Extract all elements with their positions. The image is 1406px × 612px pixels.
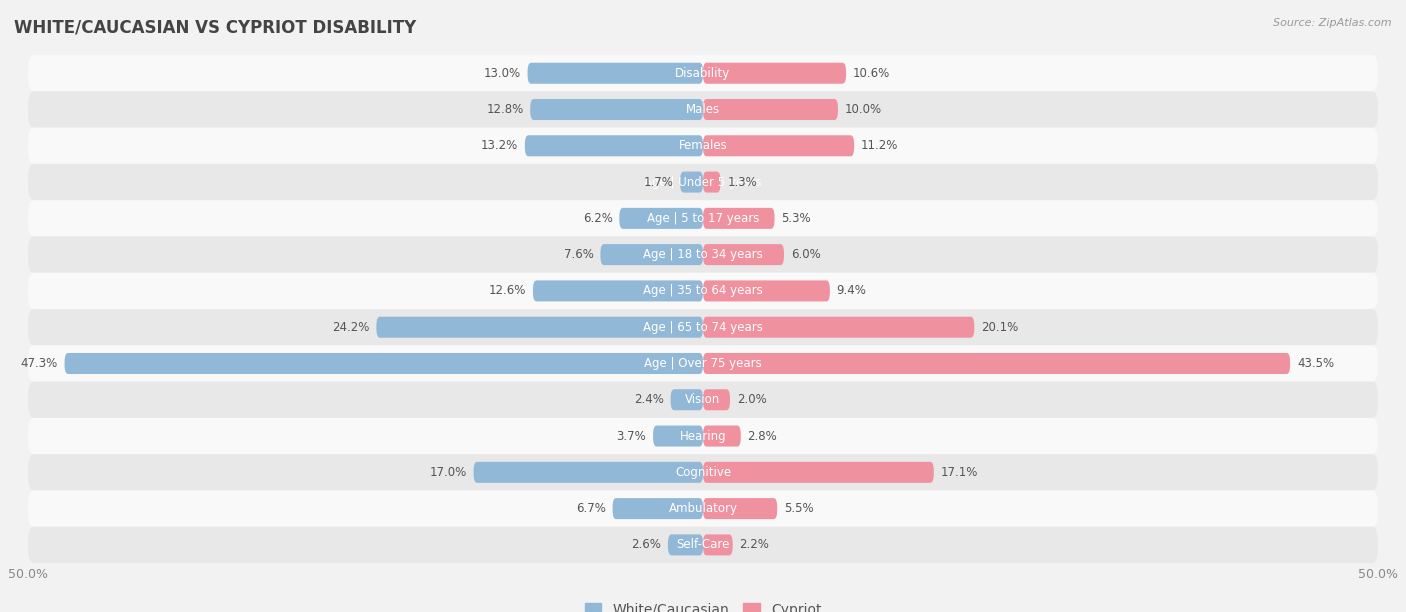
Text: Males: Males [686,103,720,116]
FancyBboxPatch shape [28,91,1378,128]
FancyBboxPatch shape [703,208,775,229]
Text: 24.2%: 24.2% [332,321,370,334]
Text: 6.0%: 6.0% [790,248,821,261]
Text: 2.0%: 2.0% [737,394,766,406]
FancyBboxPatch shape [703,534,733,556]
Text: 1.3%: 1.3% [727,176,756,188]
Text: 7.6%: 7.6% [564,248,593,261]
FancyBboxPatch shape [65,353,703,374]
FancyBboxPatch shape [703,425,741,447]
FancyBboxPatch shape [28,527,1378,563]
Text: Age | Under 5 years: Age | Under 5 years [644,176,762,188]
FancyBboxPatch shape [530,99,703,120]
FancyBboxPatch shape [613,498,703,519]
FancyBboxPatch shape [474,462,703,483]
Text: 13.0%: 13.0% [484,67,520,80]
Text: 6.7%: 6.7% [576,502,606,515]
FancyBboxPatch shape [28,454,1378,490]
Text: Females: Females [679,140,727,152]
Legend: White/Caucasian, Cypriot: White/Caucasian, Cypriot [579,597,827,612]
Text: Age | 35 to 64 years: Age | 35 to 64 years [643,285,763,297]
Text: Ambulatory: Ambulatory [668,502,738,515]
Text: 11.2%: 11.2% [860,140,898,152]
FancyBboxPatch shape [28,273,1378,309]
FancyBboxPatch shape [703,316,974,338]
Text: 2.8%: 2.8% [748,430,778,442]
FancyBboxPatch shape [619,208,703,229]
FancyBboxPatch shape [28,128,1378,164]
FancyBboxPatch shape [28,236,1378,273]
Text: 17.0%: 17.0% [430,466,467,479]
Text: 6.2%: 6.2% [582,212,613,225]
FancyBboxPatch shape [703,353,1291,374]
Text: 5.5%: 5.5% [785,502,814,515]
FancyBboxPatch shape [527,62,703,84]
Text: 2.4%: 2.4% [634,394,664,406]
FancyBboxPatch shape [377,316,703,338]
Text: 10.0%: 10.0% [845,103,882,116]
FancyBboxPatch shape [28,345,1378,382]
Text: 1.7%: 1.7% [644,176,673,188]
Text: Age | Over 75 years: Age | Over 75 years [644,357,762,370]
Text: Hearing: Hearing [679,430,727,442]
FancyBboxPatch shape [28,55,1378,91]
FancyBboxPatch shape [28,309,1378,345]
FancyBboxPatch shape [28,382,1378,418]
Text: Cognitive: Cognitive [675,466,731,479]
Text: 20.1%: 20.1% [981,321,1018,334]
FancyBboxPatch shape [703,462,934,483]
FancyBboxPatch shape [703,280,830,302]
FancyBboxPatch shape [28,164,1378,200]
Text: Age | 65 to 74 years: Age | 65 to 74 years [643,321,763,334]
FancyBboxPatch shape [524,135,703,156]
Text: Age | 5 to 17 years: Age | 5 to 17 years [647,212,759,225]
Text: Source: ZipAtlas.com: Source: ZipAtlas.com [1274,18,1392,28]
FancyBboxPatch shape [28,200,1378,236]
FancyBboxPatch shape [28,490,1378,527]
Text: 12.8%: 12.8% [486,103,523,116]
FancyBboxPatch shape [600,244,703,265]
Text: 5.3%: 5.3% [782,212,811,225]
FancyBboxPatch shape [28,418,1378,454]
Text: 43.5%: 43.5% [1296,357,1334,370]
Text: 13.2%: 13.2% [481,140,517,152]
FancyBboxPatch shape [703,135,855,156]
FancyBboxPatch shape [703,498,778,519]
Text: 17.1%: 17.1% [941,466,979,479]
FancyBboxPatch shape [703,171,720,193]
Text: Self-Care: Self-Care [676,539,730,551]
Text: 3.7%: 3.7% [617,430,647,442]
FancyBboxPatch shape [703,99,838,120]
FancyBboxPatch shape [681,171,703,193]
Text: Disability: Disability [675,67,731,80]
Text: WHITE/CAUCASIAN VS CYPRIOT DISABILITY: WHITE/CAUCASIAN VS CYPRIOT DISABILITY [14,18,416,36]
Text: 12.6%: 12.6% [489,285,526,297]
Text: Age | 18 to 34 years: Age | 18 to 34 years [643,248,763,261]
FancyBboxPatch shape [703,62,846,84]
Text: 2.2%: 2.2% [740,539,769,551]
Text: Vision: Vision [685,394,721,406]
Text: 10.6%: 10.6% [853,67,890,80]
FancyBboxPatch shape [703,244,785,265]
FancyBboxPatch shape [652,425,703,447]
Text: 9.4%: 9.4% [837,285,866,297]
FancyBboxPatch shape [533,280,703,302]
Text: 2.6%: 2.6% [631,539,661,551]
FancyBboxPatch shape [668,534,703,556]
FancyBboxPatch shape [703,389,730,410]
FancyBboxPatch shape [671,389,703,410]
Text: 47.3%: 47.3% [21,357,58,370]
